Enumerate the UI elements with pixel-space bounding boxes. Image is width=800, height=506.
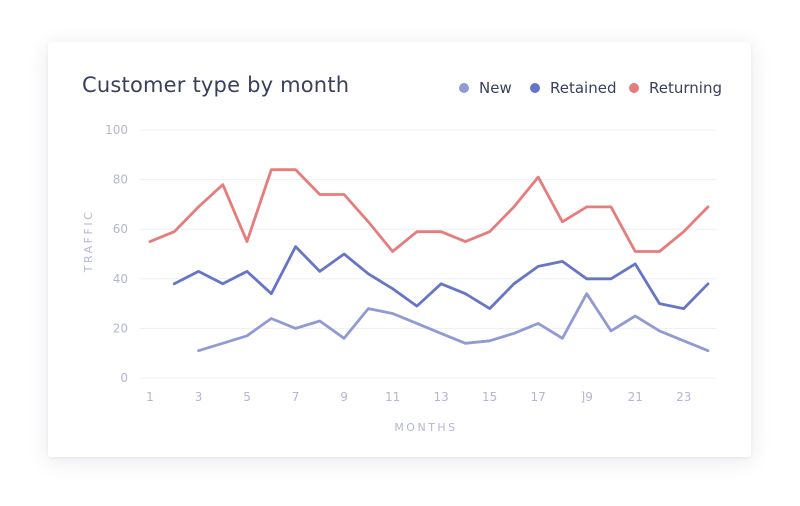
x-tick-label: 15 (482, 390, 497, 404)
x-tick-label: 5 (243, 390, 251, 404)
legend-item-returning[interactable]: Returning (629, 79, 722, 97)
chart-legend: New Retained Returning (0, 79, 800, 101)
series-line-returning[interactable] (148, 168, 710, 253)
series-lines (148, 168, 710, 353)
x-tick-label: 17 (531, 390, 546, 404)
series-line-retained[interactable] (172, 245, 710, 311)
y-tick-label: 60 (113, 222, 128, 236)
y-tick-label: 80 (113, 173, 128, 187)
y-tick-label: 0 (120, 371, 128, 385)
legend-label-retained: Retained (550, 79, 617, 97)
y-axis-ticks: 0 20 40 60 80 100 (105, 123, 128, 385)
x-tick-label: 11 (385, 390, 400, 404)
x-tick-label: 13 (433, 390, 448, 404)
y-tick-label: 100 (105, 123, 128, 137)
legend-item-retained[interactable]: Retained (530, 79, 616, 97)
chart-title: Customer type by month (82, 73, 350, 97)
x-axis-ticks: 1 3 5 7 9 11 13 15 17]9 21 23 (146, 390, 691, 404)
legend-dot-retained (530, 83, 540, 93)
legend-dot-returning (629, 83, 639, 93)
legend-dot-new (459, 83, 469, 93)
x-axis-title: MONTHS (394, 421, 457, 434)
legend-label-returning: Returning (649, 79, 722, 97)
legend-item-new[interactable]: New (459, 79, 512, 97)
y-tick-label: 20 (113, 321, 128, 335)
x-tick-label: 1 (146, 390, 154, 404)
x-tick-label: 7 (292, 390, 300, 404)
x-tick-label: 9 (340, 390, 348, 404)
series-line-new[interactable] (197, 292, 710, 353)
x-tick-label: ]9 (581, 390, 593, 404)
x-tick-label: 3 (195, 390, 203, 404)
x-tick-label: 21 (628, 390, 643, 404)
legend-label-new: New (479, 79, 512, 97)
y-tick-label: 40 (113, 272, 128, 286)
y-axis-title: TRAFFIC (82, 210, 95, 274)
x-tick-label: 23 (676, 390, 691, 404)
